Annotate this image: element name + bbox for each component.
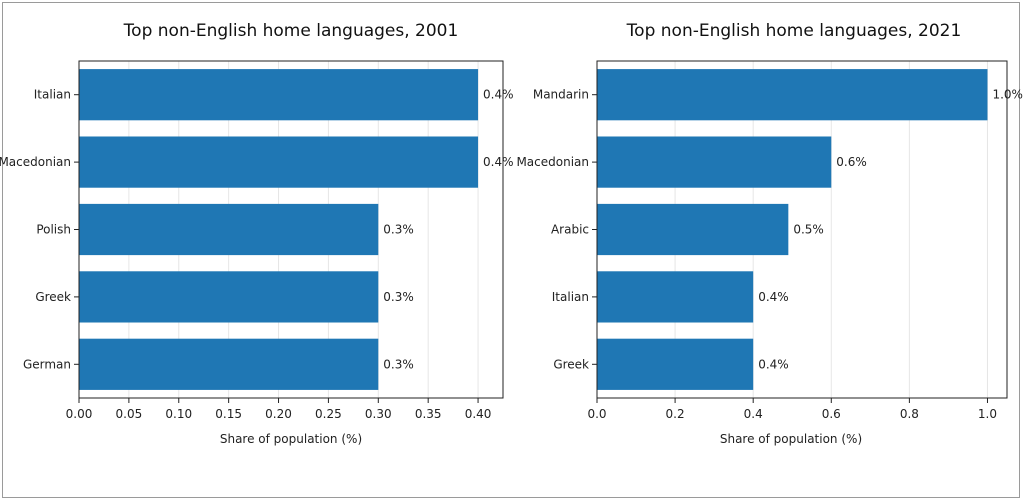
x-tick-label: 0.30 (365, 407, 392, 421)
category-label: German (23, 357, 71, 371)
x-tick-label: 0.15 (215, 407, 242, 421)
bar (597, 338, 754, 390)
category-label: Italian (552, 290, 589, 304)
bar (597, 271, 754, 323)
bars-2001 (79, 69, 479, 390)
bar (79, 69, 479, 121)
data-label: 0.3% (383, 357, 414, 371)
category-label: Mandarin (533, 88, 589, 102)
data-label: 0.6% (836, 155, 867, 169)
plot-area-2021 (596, 60, 1008, 399)
data-label: 1.0% (992, 88, 1023, 102)
x-tick-label: 0.6 (822, 407, 841, 421)
x-tick-label: 0.00 (66, 407, 93, 421)
bar (79, 338, 379, 390)
data-labels-2021: 1.0% 0.6% 0.5% 0.4% 0.4% (758, 88, 1023, 372)
x-tick-label: 0.25 (315, 407, 342, 421)
x-tick-label: 0.40 (465, 407, 492, 421)
x-tick-label: 0.35 (415, 407, 442, 421)
x-tick-label: 0.20 (265, 407, 292, 421)
x-axis-label-2001: Share of population (%) (220, 432, 362, 446)
bar (597, 203, 789, 256)
chart-panel-2021: Top non-English home languages, 2021 Sha… (516, 21, 1023, 446)
category-labels-2021: Mandarin Macedonian Arabic Italian Greek (516, 88, 597, 371)
x-ticks-2001: 0.00 0.05 0.10 0.15 0.20 0.25 0.30 0.35 0.40 (66, 398, 492, 421)
data-label: 0.3% (383, 223, 414, 237)
bars-2021 (597, 69, 988, 390)
category-labels-2001: Italian Macedonian Polish Greek German (0, 88, 79, 371)
chart-title-2021: Top non-English home languages, 2021 (626, 21, 962, 41)
x-tick-label: 0.0 (587, 407, 606, 421)
x-tick-label: 0.8 (900, 407, 919, 421)
x-ticks-2021: 0.0 0.2 0.4 0.6 0.8 1.0 (587, 398, 997, 421)
x-tick-label: 0.4 (744, 407, 763, 421)
bar (597, 69, 988, 121)
plot-area-2001 (78, 60, 504, 399)
bar (79, 136, 479, 188)
category-label: Greek (553, 357, 589, 371)
data-label: 0.4% (483, 88, 514, 102)
data-labels-2001: 0.4% 0.4% 0.3% 0.3% 0.3% (383, 88, 513, 372)
category-label: Macedonian (516, 155, 589, 169)
bar (597, 136, 832, 188)
category-label: Macedonian (0, 155, 71, 169)
chart-panel-2001: Top non-English home languages, 2001 Sha… (0, 21, 514, 446)
data-label: 0.3% (383, 290, 414, 304)
bar (79, 271, 379, 323)
data-label: 0.4% (758, 290, 789, 304)
category-label: Arabic (551, 223, 589, 237)
x-tick-label: 0.2 (666, 407, 685, 421)
category-label: Greek (35, 290, 71, 304)
x-tick-label: 0.10 (165, 407, 192, 421)
category-label: Polish (36, 223, 71, 237)
bar (79, 203, 379, 256)
data-label: 0.4% (758, 357, 789, 371)
data-label: 0.4% (483, 155, 514, 169)
data-label: 0.5% (793, 223, 824, 237)
chart-title-2001: Top non-English home languages, 2001 (123, 21, 459, 41)
category-label: Italian (34, 88, 71, 102)
x-tick-label: 1.0 (978, 407, 997, 421)
x-tick-label: 0.05 (116, 407, 143, 421)
x-axis-label-2021: Share of population (%) (720, 432, 862, 446)
